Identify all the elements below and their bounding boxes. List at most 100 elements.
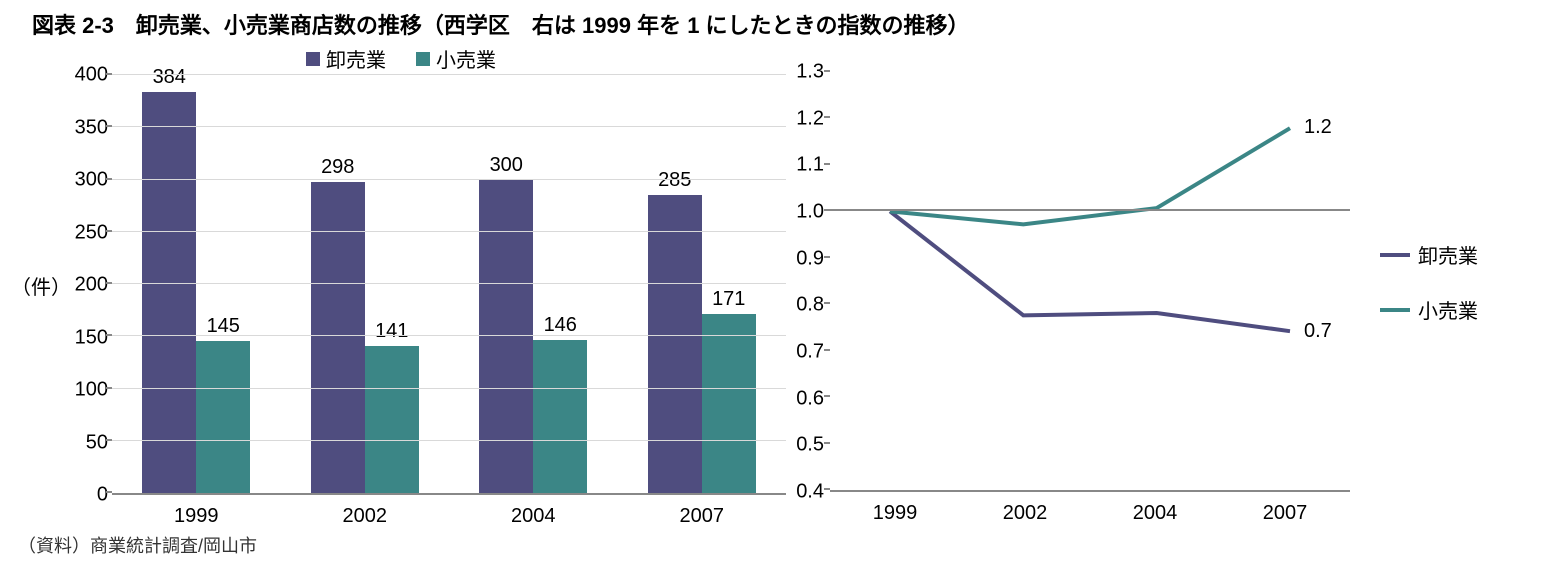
x-category-label: 1999 — [830, 492, 960, 525]
bar: 146 — [533, 340, 587, 493]
chart-title: 図表 2-3 卸売業、小売業商店数の推移（西学区 右は 1999 年を 1 にし… — [32, 8, 1547, 40]
tick-mark — [824, 163, 830, 165]
gridline — [112, 283, 786, 284]
line-y-axis-ticks: 0.40.50.60.70.80.91.01.11.21.3 — [786, 72, 830, 492]
bar-group: 384145 — [112, 75, 281, 493]
tick-mark — [824, 488, 830, 490]
x-category-label: 2007 — [618, 495, 787, 528]
bar-group: 298141 — [281, 75, 450, 493]
bar: 145 — [196, 341, 250, 493]
bar-value-label: 141 — [375, 320, 408, 343]
tick-mark — [106, 491, 112, 493]
x-category-label: 2004 — [449, 495, 618, 528]
y-tick-label: 350 — [75, 116, 108, 139]
bar-plot-area: 384145298141300146285171 — [112, 75, 786, 495]
bar-group: 300146 — [449, 75, 618, 493]
y-tick-label: 200 — [75, 274, 108, 297]
legend-swatch — [416, 52, 430, 66]
y-tick-label: 250 — [75, 221, 108, 244]
line-chart: 0.4 0.5 0.6 0.7 0.8 0.9 1.0 1.1 1.2 1.3 0.7 1.2 卸売… — [786, 44, 1546, 525]
line-series — [890, 211, 1290, 331]
tick-mark — [824, 349, 830, 351]
series-end-label: 0.7 — [1304, 320, 1332, 343]
tick-mark — [106, 387, 112, 389]
y-tick-label: 150 — [75, 326, 108, 349]
bar-legend: 卸売業 小売業 — [16, 44, 786, 73]
y-tick-label: 1.2 — [796, 107, 824, 130]
x-category-label: 2002 — [281, 495, 450, 528]
tick-mark — [824, 395, 830, 397]
line-x-axis: 1999200220042007 — [830, 492, 1350, 525]
bar-value-label: 298 — [321, 156, 354, 179]
bar: 141 — [365, 346, 419, 493]
tick-mark — [106, 439, 112, 441]
legend-label: 卸売業 — [326, 44, 386, 73]
legend-item-retail: 小売業 — [416, 44, 496, 73]
bar-chart: 卸売業 小売業 （件） 0 50 100 150 200 250 300 350 400 384… — [16, 44, 786, 528]
legend-swatch — [306, 52, 320, 66]
legend-swatch — [1380, 308, 1410, 312]
tick-mark — [824, 116, 830, 118]
series-end-label: 1.2 — [1304, 116, 1332, 139]
tick-mark — [106, 125, 112, 127]
y-tick-label: 50 — [86, 431, 108, 454]
bar: 285 — [648, 195, 702, 493]
x-category-label: 2002 — [960, 492, 1090, 525]
gridline — [112, 388, 786, 389]
x-category-label: 2004 — [1090, 492, 1220, 525]
bar: 300 — [479, 180, 533, 494]
y-tick-label: 0.4 — [796, 481, 824, 504]
line-legend: 卸売業 小売業 — [1350, 72, 1520, 492]
y-tick-label: 400 — [75, 64, 108, 87]
charts-container: 卸売業 小売業 （件） 0 50 100 150 200 250 300 350 400 384… — [16, 44, 1547, 528]
gridline — [112, 74, 786, 75]
legend-label: 小売業 — [1418, 295, 1478, 324]
y-tick-label: 0.5 — [796, 434, 824, 457]
y-tick-label: 0 — [97, 484, 108, 507]
bar: 384 — [142, 92, 196, 493]
legend-item-retail: 小売業 — [1380, 295, 1520, 324]
bar-value-label: 285 — [658, 169, 691, 192]
y-tick-label: 300 — [75, 169, 108, 192]
bar-value-label: 146 — [544, 314, 577, 337]
bar-x-axis: 1999200220042007 — [112, 495, 786, 528]
y-tick-label: 0.9 — [796, 247, 824, 270]
y-tick-label: 1.0 — [796, 201, 824, 224]
x-category-label: 1999 — [112, 495, 281, 528]
legend-item-wholesale: 卸売業 — [306, 44, 386, 73]
tick-mark — [824, 302, 830, 304]
y-tick-label: 0.8 — [796, 294, 824, 317]
y-tick-label: 100 — [75, 379, 108, 402]
tick-mark — [106, 230, 112, 232]
bar-value-label: 300 — [490, 154, 523, 177]
tick-mark — [106, 282, 112, 284]
tick-mark — [824, 442, 830, 444]
tick-mark — [824, 70, 830, 72]
legend-label: 小売業 — [436, 44, 496, 73]
tick-mark — [106, 334, 112, 336]
line-plot-area: 0.7 1.2 — [830, 72, 1350, 492]
legend-label: 卸売業 — [1418, 240, 1478, 269]
gridline — [112, 231, 786, 232]
gridline — [112, 335, 786, 336]
gridline — [112, 179, 786, 180]
bar: 298 — [311, 182, 365, 493]
bar-value-label: 171 — [712, 288, 745, 311]
tick-mark — [106, 178, 112, 180]
y-axis-label: （件） — [16, 75, 66, 495]
tick-mark — [824, 256, 830, 258]
y-tick-label: 0.6 — [796, 387, 824, 410]
tick-mark — [106, 73, 112, 75]
baseline — [830, 209, 1350, 211]
bar-group: 285171 — [618, 75, 787, 493]
y-tick-label: 1.1 — [796, 154, 824, 177]
bar-value-label: 384 — [153, 66, 186, 89]
y-axis-ticks: 050100150200250300350400 — [66, 75, 112, 495]
bar: 171 — [702, 314, 756, 493]
y-tick-label: 0.7 — [796, 341, 824, 364]
legend-item-wholesale: 卸売業 — [1380, 240, 1520, 269]
gridline — [112, 126, 786, 127]
x-category-label: 2007 — [1220, 492, 1350, 525]
gridline — [112, 440, 786, 441]
y-tick-label: 1.3 — [796, 61, 824, 84]
